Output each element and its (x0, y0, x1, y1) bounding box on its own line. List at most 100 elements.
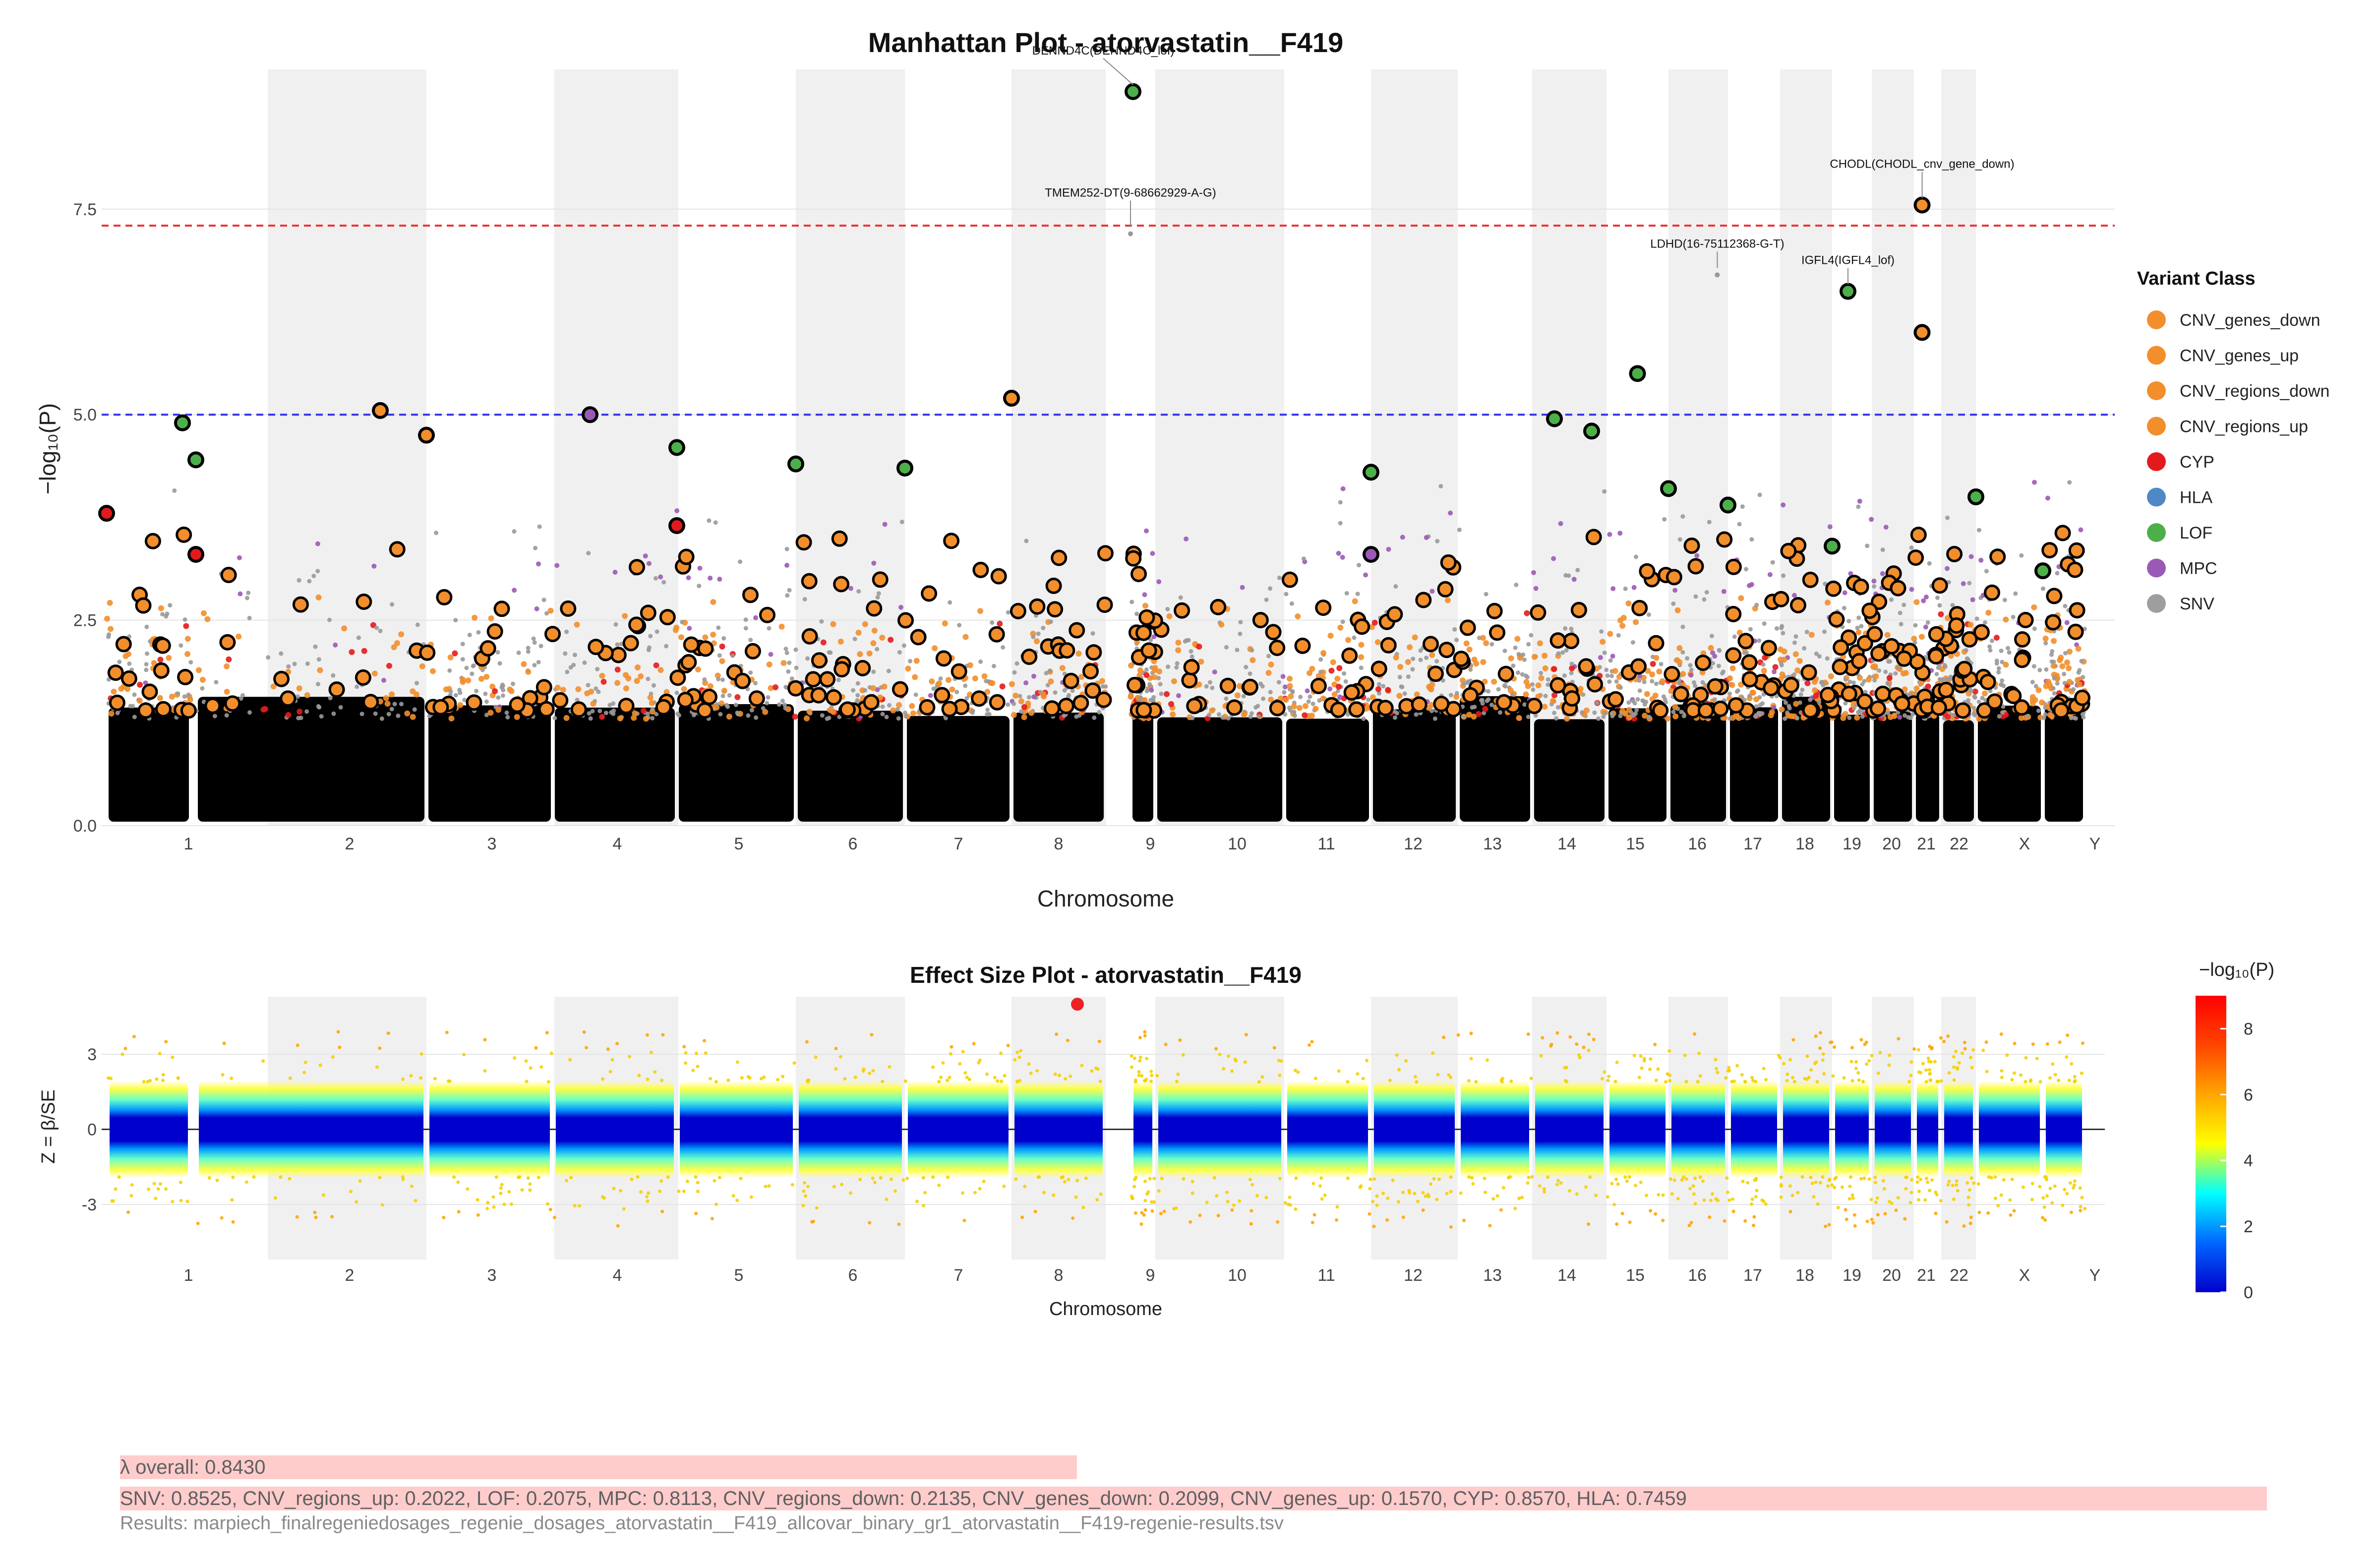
snp-point (1609, 673, 1614, 678)
z-point (164, 1040, 168, 1044)
variant-ring (1928, 648, 1944, 664)
z-point (767, 1184, 771, 1188)
snp-point (2064, 620, 2070, 625)
snp-point (1676, 645, 1683, 651)
z-score-band (1014, 1081, 1103, 1178)
snp-point (1207, 680, 1212, 685)
snp-point (806, 709, 813, 715)
x-tick-label: 1 (184, 835, 193, 853)
z-point (958, 1062, 962, 1066)
variant-ring (1672, 686, 1689, 703)
snp-point (852, 637, 857, 642)
z-point (1029, 1072, 1033, 1075)
snp-point (720, 677, 725, 682)
z-point (1006, 1044, 1010, 1047)
z-point (871, 1176, 875, 1180)
snp-point (1607, 679, 1612, 684)
snp-point (307, 579, 312, 584)
snp-point (962, 634, 969, 640)
snp-point (1945, 515, 1950, 520)
snp-point (1672, 704, 1678, 710)
snp-point (526, 646, 531, 651)
z-point (1033, 1209, 1037, 1213)
snp-point (1729, 665, 1736, 671)
snp-point (1843, 677, 1848, 682)
snp-point (1036, 631, 1041, 636)
snp-point (1560, 650, 1565, 655)
z-point (1002, 1184, 1006, 1188)
z-point (1529, 1077, 1533, 1081)
snp-point (1872, 584, 1877, 589)
color-scale-tick-label: 0 (2244, 1283, 2253, 1302)
z-score-band (1374, 1081, 1455, 1178)
z-point (1818, 1046, 1822, 1050)
snp-point (936, 680, 942, 687)
snp-point (765, 701, 770, 706)
snp-point (157, 695, 163, 701)
z-point (1908, 1201, 1912, 1204)
snp-point (753, 615, 758, 620)
z-point (1826, 1184, 1830, 1188)
x-tick-label: 11 (1317, 835, 1335, 853)
snp-point (1569, 670, 1574, 675)
snp-point (716, 677, 721, 682)
z-point (548, 1207, 552, 1211)
snp-point (168, 603, 173, 608)
snp-point (855, 681, 860, 686)
snp-point (599, 714, 605, 720)
z-point (1606, 1195, 1609, 1199)
snp-point (768, 652, 774, 657)
snp-point (1248, 671, 1252, 676)
snp-point (1569, 626, 1574, 631)
z-point (1368, 1187, 1372, 1191)
z-point (1779, 1183, 1783, 1187)
z-point (1723, 1219, 1726, 1223)
z-point (682, 1045, 686, 1049)
z-point (709, 1077, 713, 1081)
z-score-band (556, 1081, 674, 1178)
z-score-band (1671, 1081, 1725, 1178)
z-point (1437, 1177, 1441, 1181)
z-point (419, 1052, 423, 1056)
z-point (1743, 1219, 1747, 1223)
snp-point (496, 695, 501, 700)
z-point (1947, 1179, 1951, 1183)
snp-point (2025, 714, 2030, 719)
point-mass (907, 716, 1010, 822)
z-point (1132, 1056, 1136, 1060)
snp-point (1522, 702, 1527, 707)
snp-point (721, 687, 727, 694)
snp-point (1650, 661, 1656, 667)
snp-point (1166, 613, 1173, 619)
snp-point (1288, 693, 1294, 700)
variant-ring (1790, 597, 1806, 613)
snp-point (1330, 659, 1336, 665)
z-point (764, 1185, 768, 1189)
snp-point (1856, 504, 1861, 509)
z-point (1654, 1212, 1658, 1216)
z-point (946, 1079, 949, 1082)
z-point (1462, 1218, 1466, 1222)
snp-point (532, 640, 537, 645)
variant-ring (1869, 700, 1886, 717)
z-score-band (1917, 1081, 1938, 1178)
variant-ring (1866, 626, 1883, 643)
snp-point (1276, 680, 1281, 685)
z-point (1816, 1202, 1820, 1206)
z-point (1779, 1175, 1783, 1179)
snp-point (1402, 691, 1407, 696)
snp-point (749, 708, 754, 713)
z-point (231, 1220, 235, 1224)
variant-ring (1648, 635, 1665, 652)
variant-ring (854, 660, 871, 676)
snp-point (713, 520, 718, 525)
annotation-label: IGFL4(IGFL4_lof) (1801, 254, 1895, 267)
snp-point (1142, 602, 1148, 609)
x-tick-label: 9 (1146, 1266, 1155, 1285)
z-point (2035, 1057, 2039, 1061)
z-point (973, 1191, 977, 1195)
z-point (1361, 1077, 1365, 1081)
z-point (1459, 1191, 1463, 1195)
variant-ring (1870, 645, 1887, 662)
